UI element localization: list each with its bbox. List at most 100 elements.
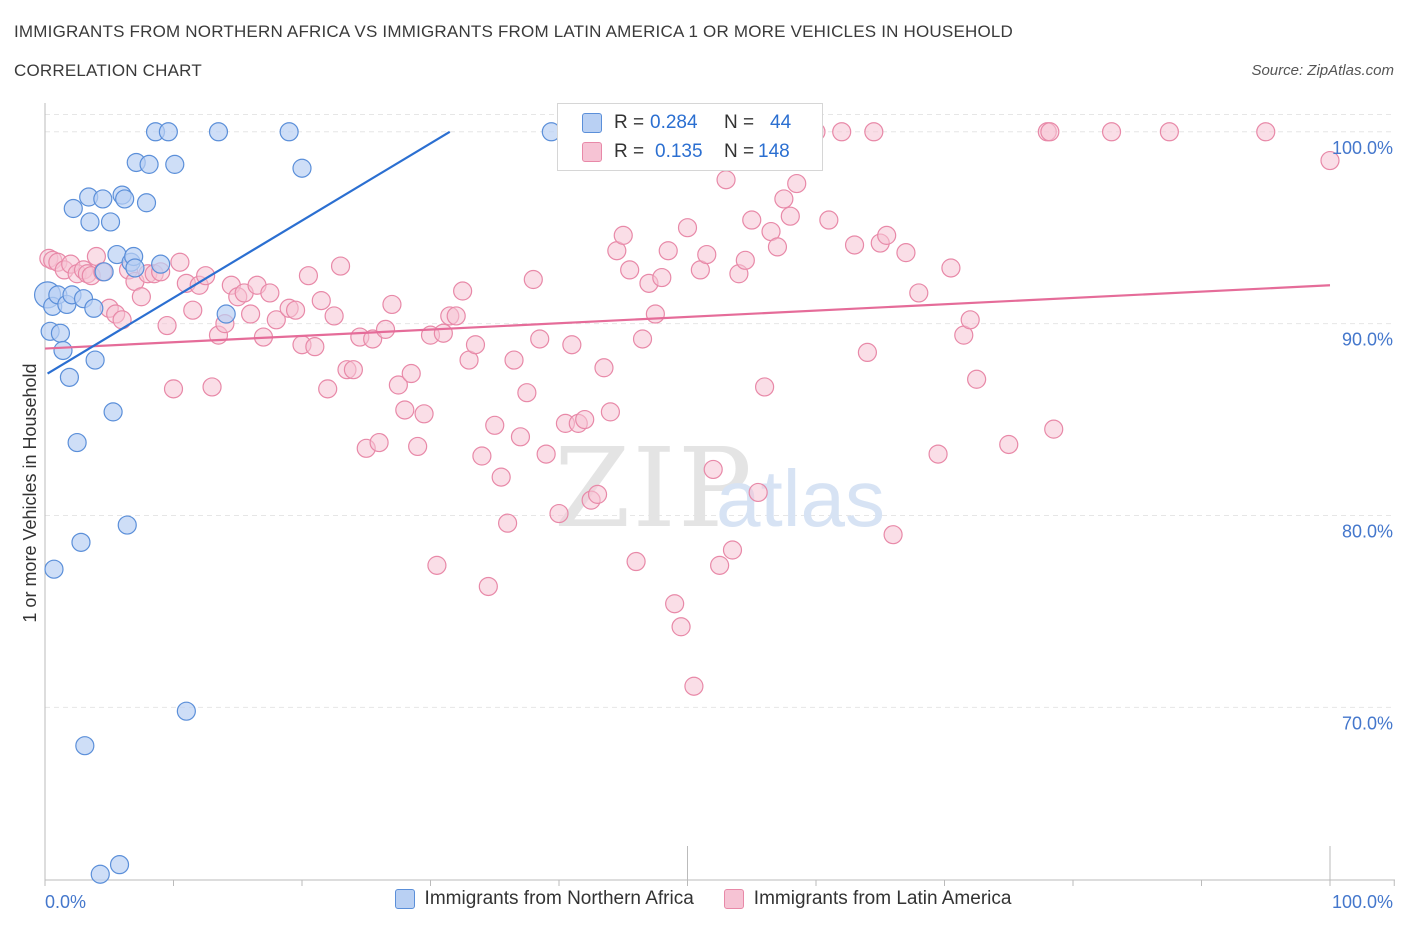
data-point-northern-africa [53, 340, 73, 361]
data-point-latin-america [722, 540, 743, 560]
data-point-northern-africa [85, 350, 105, 370]
data-point-latin-america [941, 258, 961, 278]
data-point-latin-america [298, 266, 319, 286]
data-point-latin-america [401, 363, 421, 384]
data-point-northern-africa [208, 122, 229, 142]
y-tick-label: 70.0% [1342, 713, 1393, 733]
stats-swatch-blue [582, 113, 602, 133]
data-point-latin-america [684, 676, 704, 696]
data-point-latin-america [594, 358, 614, 378]
data-point-northern-africa [115, 189, 135, 209]
data-point-latin-america [780, 206, 800, 226]
data-point-latin-america [909, 283, 929, 303]
stats-swatch-pink [582, 142, 602, 162]
data-point-northern-africa [279, 122, 299, 142]
data-point-northern-africa [103, 402, 123, 422]
data-point-latin-america [665, 594, 685, 614]
legend-swatch-blue [394, 889, 415, 909]
stats-n-label-pink: N = [724, 141, 755, 162]
data-point-latin-america [131, 287, 151, 307]
data-point-latin-america [311, 291, 331, 311]
data-point-latin-america [748, 482, 768, 503]
data-point-latin-america [613, 225, 633, 245]
data-point-latin-america [626, 551, 646, 572]
stats-n-label-blue: N = [724, 112, 755, 133]
data-point-latin-america [330, 256, 351, 276]
data-point-latin-america [510, 427, 531, 447]
data-point-latin-america [266, 310, 286, 330]
data-point-northern-africa [151, 254, 171, 274]
data-point-latin-america [1040, 122, 1060, 142]
legend-item-latin-america: Immigrants from Latin America [723, 888, 1011, 910]
data-point-northern-africa [109, 855, 130, 875]
data-point-latin-america [260, 283, 280, 303]
data-point-latin-america [170, 252, 190, 272]
data-point-northern-africa [176, 701, 196, 721]
data-point-latin-america [857, 342, 878, 363]
data-point-latin-america [523, 269, 543, 290]
watermark-zip: ZIP [554, 424, 754, 552]
stats-n-value-pink: 148 [758, 141, 790, 162]
data-point-latin-america [587, 484, 608, 504]
data-point-latin-america [427, 555, 447, 575]
data-point-latin-america [896, 243, 916, 263]
data-point-latin-america [485, 415, 505, 435]
stats-r-label-pink: R = [614, 141, 645, 162]
data-point-latin-america [960, 310, 980, 330]
stats-r-value-blue: 0.284 [650, 112, 698, 133]
data-point-latin-america [1159, 122, 1179, 142]
data-point-northern-africa [63, 198, 83, 219]
data-point-latin-america [767, 237, 788, 257]
data-point-latin-america [491, 467, 511, 487]
legend-item-northern-africa: Immigrants from Northern Africa [394, 888, 694, 910]
x-tick-label-min: 0.0% [45, 892, 86, 912]
data-point-latin-america [735, 250, 755, 270]
chart-title: IMMIGRANTS FROM NORTHERN AFRICA VS IMMIG… [14, 22, 1014, 41]
data-point-latin-america [318, 379, 338, 399]
data-point-latin-america [157, 315, 177, 336]
watermark-atlas: atlas [716, 454, 885, 543]
data-point-latin-america [742, 210, 762, 230]
legend-swatch-pink [723, 889, 744, 909]
data-point-northern-africa [84, 298, 104, 318]
data-point-northern-africa [44, 559, 64, 579]
data-point-latin-america [388, 375, 408, 395]
data-point-latin-america [536, 444, 556, 464]
stats-r-label-blue: R = [614, 112, 645, 133]
data-point-latin-america [1044, 419, 1064, 439]
data-point-latin-america [1320, 150, 1340, 171]
y-tick-labels: 70.0% 80.0% 90.0% 100.0% [1332, 138, 1393, 734]
data-point-latin-america [465, 335, 486, 355]
data-point-northern-africa [292, 158, 312, 178]
axes [44, 103, 1395, 886]
data-point-latin-america [285, 300, 306, 320]
data-point-northern-africa [50, 323, 71, 343]
legend-label-northern-africa: Immigrants from Northern Africa [424, 888, 694, 909]
data-point-latin-america [343, 360, 363, 380]
data-point-northern-africa [94, 262, 114, 282]
data-point-latin-america [716, 170, 736, 190]
trend-line-northern-africa [47, 130, 451, 375]
data-point-latin-america [433, 323, 453, 343]
data-point-latin-america [671, 617, 691, 637]
data-point-latin-america [967, 369, 987, 389]
data-point-latin-america [620, 260, 640, 280]
data-point-latin-america [832, 122, 852, 142]
series-northern-africa [33, 122, 561, 884]
stats-r-value-pink: 0.135 [655, 141, 703, 162]
data-point-latin-america [472, 446, 492, 466]
data-point-latin-america [414, 404, 434, 424]
data-point-northern-africa [100, 212, 121, 232]
data-point-northern-africa [158, 122, 178, 142]
data-point-latin-america [697, 244, 717, 265]
data-point-northern-africa [216, 304, 236, 324]
data-point-northern-africa [93, 189, 113, 209]
data-point-latin-america [819, 210, 839, 230]
data-point-latin-america [163, 379, 184, 399]
data-point-latin-america [369, 432, 389, 453]
data-point-northern-africa [139, 154, 159, 174]
data-point-northern-africa [165, 154, 185, 174]
data-point-latin-america [864, 122, 884, 142]
data-point-latin-america [1101, 122, 1122, 142]
